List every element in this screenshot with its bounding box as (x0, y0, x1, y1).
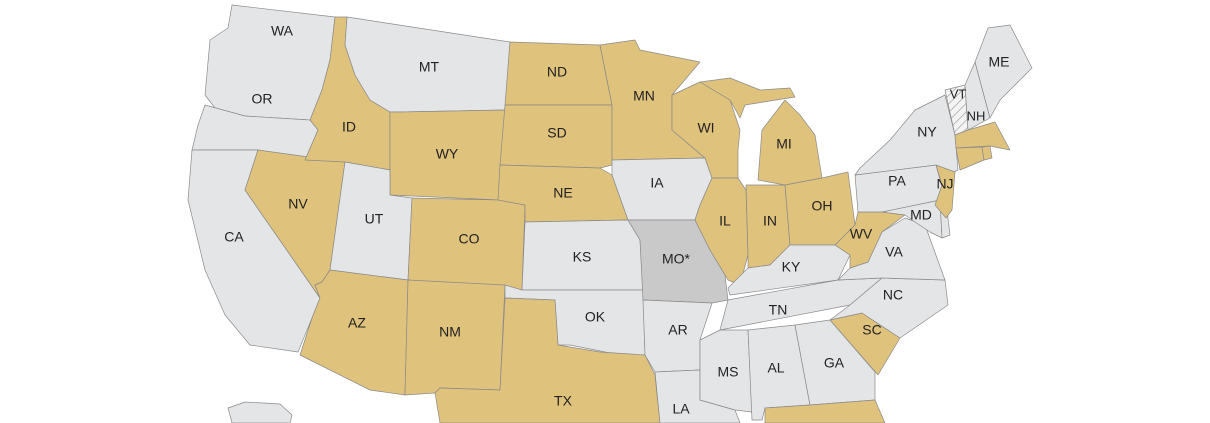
label-ia: IA (650, 175, 664, 191)
states-layer (187, 4, 1033, 423)
label-nj: NJ (936, 176, 953, 192)
label-ky: KY (782, 259, 801, 275)
label-ut: UT (365, 211, 384, 227)
label-ga: GA (824, 355, 845, 371)
state-labels: WA OR CA NV ID MT WY UT CO AZ NM ND SD N… (224, 23, 1009, 417)
label-nh: NH (967, 108, 986, 123)
label-tn: TN (769, 302, 788, 318)
label-me: ME (989, 54, 1010, 70)
label-in: IN (763, 213, 777, 229)
label-tx: TX (554, 393, 573, 409)
label-sd: SD (547, 125, 566, 141)
label-ca: CA (224, 229, 244, 245)
label-co: CO (459, 231, 480, 247)
state-wv[interactable] (834, 211, 906, 269)
state-az[interactable] (299, 269, 409, 396)
label-or: OR (252, 91, 273, 107)
label-wy: WY (436, 146, 459, 162)
label-id: ID (342, 119, 356, 135)
label-md: MD (910, 207, 932, 223)
label-pa: PA (888, 173, 906, 189)
label-ms: MS (718, 364, 739, 380)
label-mo: MO* (662, 251, 691, 267)
label-nv: NV (288, 196, 308, 212)
label-nm: NM (439, 324, 461, 340)
label-ne: NE (553, 185, 572, 201)
label-mn: MN (633, 88, 655, 104)
state-wy[interactable] (389, 109, 506, 201)
label-wv: WV (850, 226, 873, 242)
label-oh: OH (812, 198, 833, 214)
state-ak[interactable] (227, 401, 293, 423)
state-me[interactable] (974, 24, 1033, 119)
state-ny[interactable] (854, 94, 959, 176)
state-fl[interactable] (764, 399, 886, 423)
label-nd: ND (547, 64, 567, 80)
state-sd[interactable] (499, 104, 613, 169)
state-ct[interactable] (955, 146, 985, 171)
label-ks: KS (573, 249, 592, 265)
label-mi: MI (776, 136, 792, 152)
state-nj[interactable] (934, 164, 956, 219)
label-az: AZ (348, 315, 366, 331)
label-il: IL (719, 213, 731, 229)
label-ar: AR (668, 322, 687, 338)
state-co[interactable] (407, 197, 526, 291)
label-wi: WI (697, 120, 714, 136)
label-wa: WA (271, 23, 294, 39)
label-nc: NC (883, 287, 903, 303)
state-ga[interactable] (794, 319, 876, 406)
label-al: AL (767, 360, 784, 376)
label-mt: MT (419, 59, 440, 75)
label-la: LA (672, 401, 690, 417)
state-ri[interactable] (981, 145, 993, 161)
state-mi-upper[interactable] (699, 77, 796, 119)
label-sc: SC (862, 322, 881, 338)
label-ok: OK (585, 309, 606, 325)
label-ny: NY (917, 124, 937, 140)
label-va: VA (885, 244, 903, 260)
label-vt: VT (950, 86, 967, 101)
